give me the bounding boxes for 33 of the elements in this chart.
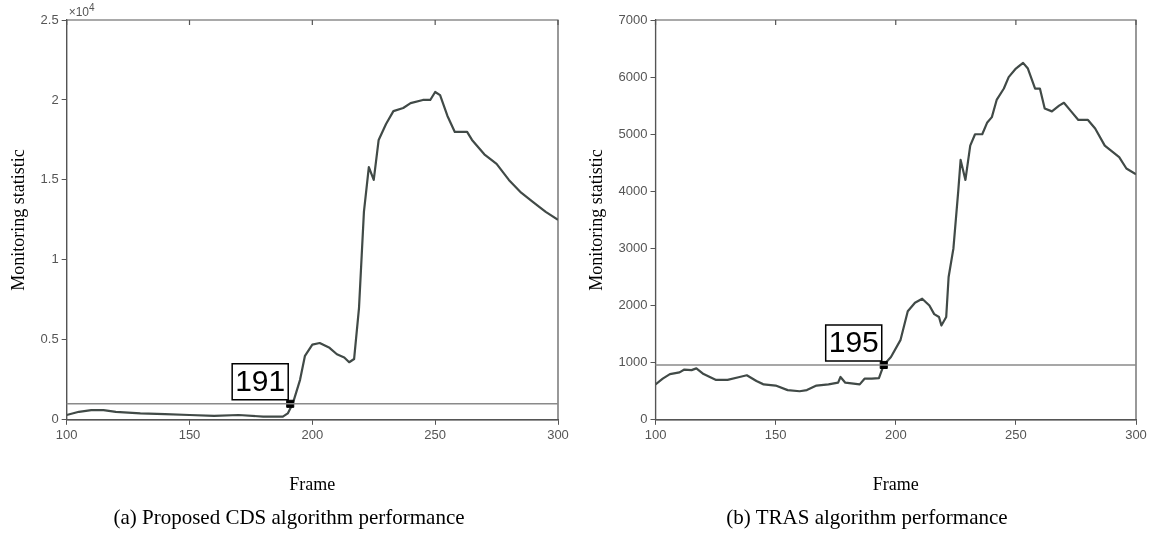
x-tick-label: 150 [764,427,787,443]
y-tick-label: 1000 [618,354,648,370]
x-tick-label: 250 [424,427,447,443]
y-tick-label: 5000 [618,125,648,141]
annotation: 191 [235,364,286,398]
y-tick-label: 1.5 [40,171,59,187]
x-tick-label: 200 [884,427,907,443]
y-axis-title: Monitoring statistic [585,149,606,291]
y-tick-label: 6000 [618,68,648,84]
y-tick-label: 0 [51,411,59,427]
y-tick-label: 2 [51,91,59,107]
text: ×10$^{4}$ [68,2,95,19]
y-tick-label: 4000 [618,182,648,198]
x-tick-label: 100 [55,427,78,443]
y-tick-label: 2.5 [40,11,59,27]
y-tick-label: 7000 [618,11,648,27]
x-axis-title: Frame [872,473,919,494]
y-axis-title: Monitoring statistic [7,149,28,291]
y-tick-label: 0 [640,411,648,427]
y-tick-label: 3000 [618,240,648,256]
x-axis-title: Frame [289,473,336,494]
x-tick-label: 300 [547,427,569,443]
x-tick-label: 250 [1005,427,1027,443]
y-tick-label: 2000 [618,297,648,313]
y-tick-label: 1 [51,251,59,267]
y-tick-label: 0.5 [40,331,59,347]
text: (a) Proposed CDS algorithm performance [112,505,466,530]
x-tick-label: 300 [1125,427,1147,443]
x-tick-label: 150 [178,427,201,443]
text: (b) TRAS algorithm performance [725,505,1009,530]
x-tick-label: 200 [301,427,324,443]
annotation: 195 [828,325,879,359]
x-tick-label: 100 [644,427,667,443]
